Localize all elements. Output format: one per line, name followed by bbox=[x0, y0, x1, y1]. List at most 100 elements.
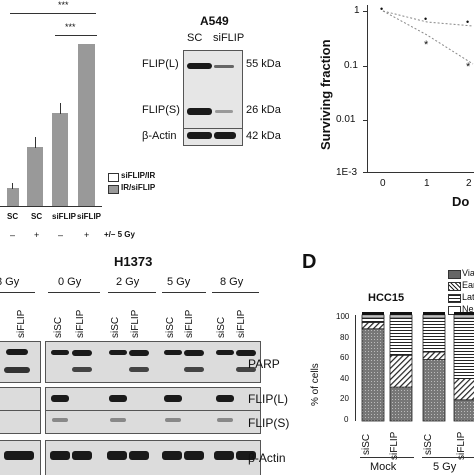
y-tick-label: 0.01 bbox=[336, 114, 356, 125]
protein-label: FLIP(L) bbox=[142, 58, 179, 70]
cell-line-title: A549 bbox=[200, 14, 229, 28]
x-axis-label: Do bbox=[452, 194, 470, 209]
group-bracket bbox=[422, 457, 474, 458]
legend-label: Ear bbox=[462, 280, 474, 290]
significance-label: *** bbox=[58, 0, 69, 10]
blot-strip bbox=[0, 410, 41, 434]
dose-label: 8 Gy bbox=[0, 276, 20, 288]
x-axis bbox=[0, 206, 102, 207]
data-point: * bbox=[466, 61, 471, 73]
data-point: • bbox=[380, 4, 384, 14]
bar-cap bbox=[423, 312, 445, 315]
lane-label: siFLIP bbox=[75, 309, 86, 338]
x-tick-label: siFLIP bbox=[77, 212, 102, 221]
group-bracket bbox=[48, 292, 100, 293]
legend-swatch bbox=[448, 270, 461, 279]
protein-label: β-Actin bbox=[248, 451, 286, 465]
lane-label: siSC bbox=[216, 316, 227, 338]
blot-strip bbox=[0, 341, 41, 383]
band bbox=[109, 350, 127, 355]
plot-frame bbox=[367, 5, 474, 173]
band bbox=[214, 451, 234, 460]
legend-label: Via bbox=[462, 268, 474, 278]
band bbox=[51, 350, 69, 355]
band bbox=[51, 395, 69, 402]
legend-label: IR/siFLIP bbox=[121, 183, 156, 192]
lane-label: siFLIP bbox=[236, 309, 247, 338]
blot-strip bbox=[183, 50, 243, 130]
band bbox=[129, 350, 149, 356]
legend-swatch bbox=[108, 185, 119, 194]
legend-swatch bbox=[108, 173, 119, 182]
lane-label: siFLIP bbox=[213, 32, 245, 44]
significance-bracket bbox=[10, 13, 96, 14]
significance-label: *** bbox=[65, 22, 76, 32]
x-tick-label: 0 bbox=[380, 178, 386, 189]
curve-dotted bbox=[382, 10, 474, 65]
blot-strip bbox=[45, 341, 261, 383]
ir-dose-label: +/– 5 Gy bbox=[104, 230, 135, 239]
bar-cap bbox=[362, 312, 384, 315]
band bbox=[52, 418, 68, 422]
bar bbox=[78, 44, 95, 206]
band bbox=[164, 395, 182, 402]
group-label: Mock bbox=[370, 461, 397, 473]
y-tick-label: 80 bbox=[340, 333, 349, 342]
band bbox=[162, 451, 182, 460]
y-tick bbox=[363, 66, 367, 67]
lane-label: siSC bbox=[423, 433, 434, 455]
y-tick-label: 60 bbox=[340, 353, 349, 362]
band bbox=[236, 350, 256, 356]
band bbox=[214, 132, 236, 139]
band bbox=[129, 367, 149, 372]
group-bracket bbox=[0, 292, 35, 293]
y-tick-label: 100 bbox=[336, 312, 350, 321]
band bbox=[110, 418, 126, 422]
band bbox=[72, 451, 92, 460]
bar-segment bbox=[422, 351, 446, 360]
x-tick-label: SC bbox=[31, 212, 43, 221]
band bbox=[72, 350, 92, 356]
survival-curves bbox=[382, 10, 474, 65]
bar-cap bbox=[390, 312, 412, 315]
panel-letter: D bbox=[302, 251, 317, 273]
band bbox=[165, 418, 181, 422]
band bbox=[216, 350, 234, 355]
y-tick-label: 1E-3 bbox=[336, 167, 358, 178]
band bbox=[184, 350, 204, 356]
y-axis-label: Surviving fraction bbox=[318, 39, 333, 150]
lane-label: siFLIP bbox=[389, 431, 400, 460]
y-tick-label: 0 bbox=[344, 415, 349, 424]
band bbox=[216, 395, 234, 402]
bar-cap bbox=[454, 312, 474, 315]
legend-swatch bbox=[448, 294, 461, 303]
band bbox=[6, 349, 28, 355]
protein-label: β-Actin bbox=[142, 130, 177, 142]
data-point: • bbox=[466, 17, 470, 27]
bar-segment bbox=[453, 378, 474, 401]
band bbox=[50, 451, 70, 460]
y-tick bbox=[363, 172, 367, 173]
blot-strip bbox=[45, 410, 261, 434]
band bbox=[214, 65, 234, 68]
lane-label: siFLIP bbox=[16, 309, 27, 338]
band bbox=[184, 367, 204, 372]
bar-segment bbox=[361, 316, 385, 323]
x-tick-label: siFLIP bbox=[52, 212, 77, 221]
error-bar bbox=[60, 103, 61, 114]
bar-segment bbox=[389, 316, 413, 356]
group-bracket bbox=[162, 292, 206, 293]
y-tick-label: 20 bbox=[340, 394, 349, 403]
y-tick bbox=[363, 120, 367, 121]
band bbox=[4, 451, 34, 460]
band bbox=[187, 132, 212, 139]
legend-swatch bbox=[448, 282, 461, 291]
band bbox=[164, 350, 182, 355]
bar bbox=[52, 113, 68, 206]
bar-segment bbox=[422, 359, 446, 422]
x-tick-label: 1 bbox=[424, 178, 430, 189]
band bbox=[236, 367, 256, 372]
band bbox=[4, 367, 30, 373]
y-tick-label: 1 bbox=[354, 5, 360, 16]
bar-segment bbox=[453, 399, 474, 422]
